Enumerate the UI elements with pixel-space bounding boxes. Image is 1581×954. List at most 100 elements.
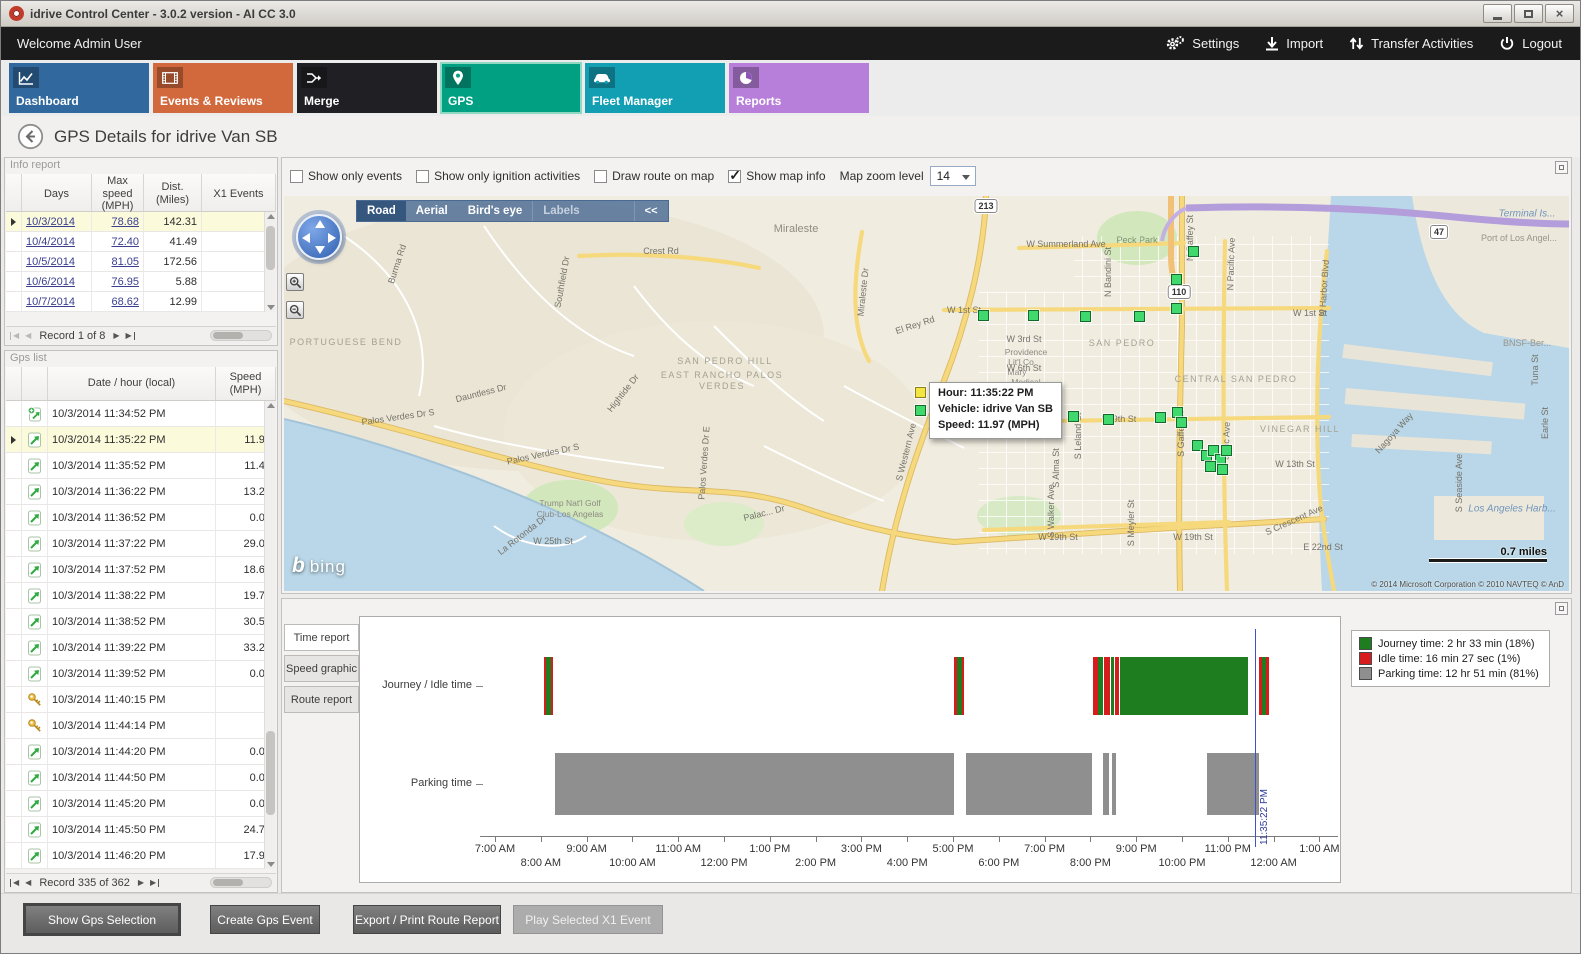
back-button[interactable] <box>17 123 44 150</box>
gps-marker[interactable] <box>1221 445 1232 456</box>
nav-tab-fleet-manager[interactable]: Fleet Manager <box>585 63 725 113</box>
map-canvas[interactable]: Miraleste Peck Park W Summerland Ave Crest … <box>284 196 1569 591</box>
tab-route-report[interactable]: Route report <box>284 686 359 713</box>
gps-marker[interactable] <box>978 310 989 321</box>
info-days-link[interactable]: 10/5/2014 <box>22 252 92 271</box>
checkbox-draw-route-on-map[interactable]: Draw route on map <box>594 169 714 183</box>
map-zoom-select[interactable]: 14 <box>929 166 976 186</box>
gps-marker[interactable] <box>1208 445 1219 456</box>
last-page-button[interactable]: ▶ <box>125 331 135 340</box>
header-cell[interactable]: Date / hour (local) <box>48 367 216 400</box>
gps-list-row[interactable]: 10/3/2014 11:40:15 PM <box>6 687 276 713</box>
table-row[interactable]: 10/3/2014 78.68 142.31 <box>6 212 276 232</box>
gps-list-row[interactable]: 10/3/2014 11:36:52 PM 0.00 <box>6 505 276 531</box>
map-compass-control[interactable] <box>296 214 342 260</box>
nav-tab-merge[interactable]: Merge <box>297 63 437 113</box>
create-gps-event-button[interactable]: Create Gps Event <box>210 905 320 934</box>
checkbox-box[interactable] <box>728 167 742 184</box>
info-days-link[interactable]: 10/7/2014 <box>22 292 92 311</box>
gps-marker[interactable] <box>1103 414 1114 425</box>
table-row[interactable]: 10/5/2014 81.05 172.56 <box>6 252 276 272</box>
gps-list-row[interactable]: 10/3/2014 11:46:20 PM 17.93 <box>6 843 276 869</box>
gps-marker[interactable] <box>915 405 926 416</box>
maximize-button[interactable] <box>1514 4 1543 23</box>
gps-list-row[interactable]: 10/3/2014 11:34:52 PM <box>6 401 276 427</box>
next-page-button[interactable]: ▶ <box>113 330 120 340</box>
info-days-link[interactable]: 10/4/2014 <box>22 232 92 251</box>
prev-record-button[interactable]: ◀ <box>25 877 32 887</box>
zoom-in-button[interactable] <box>286 273 304 291</box>
table-row[interactable]: 10/7/2014 68.62 12.99 <box>6 292 276 312</box>
collapse-map-panel-button[interactable] <box>1555 161 1568 174</box>
tab-time-report[interactable]: Time report <box>284 624 359 651</box>
table-row[interactable]: 10/4/2014 72.40 41.49 <box>6 232 276 252</box>
header-cell[interactable]: Days <box>22 174 92 214</box>
map-style-aerial-button[interactable]: Aerial <box>415 205 448 217</box>
collapse-timeline-panel-button[interactable] <box>1555 602 1568 615</box>
gps-list-row[interactable]: 10/3/2014 11:35:22 PM 11.97 <box>6 427 276 453</box>
gps-marker[interactable] <box>1028 310 1039 321</box>
info-max-speed-link[interactable]: 72.40 <box>92 232 144 251</box>
gps-marker[interactable] <box>1192 440 1203 451</box>
nav-tab-events-reviews[interactable]: Events & Reviews <box>153 63 293 113</box>
gps-marker[interactable] <box>1188 246 1199 257</box>
gps-list-row[interactable]: 10/3/2014 11:45:50 PM 24.75 <box>6 817 276 843</box>
gps-list-row[interactable]: 10/3/2014 11:39:22 PM 33.21 <box>6 635 276 661</box>
gps-list-row[interactable]: 10/3/2014 11:37:52 PM 18.63 <box>6 557 276 583</box>
gps-list-row[interactable]: 10/3/2014 11:37:22 PM 29.05 <box>6 531 276 557</box>
checkbox-box[interactable] <box>594 169 608 183</box>
last-record-button[interactable]: ▶ <box>149 878 160 887</box>
nav-tab-reports[interactable]: Reports <box>729 63 869 113</box>
gps-marker[interactable] <box>1068 411 1079 422</box>
gps-marker[interactable] <box>1171 303 1182 314</box>
gps-list-row[interactable]: 10/3/2014 11:35:52 PM 11.47 <box>6 453 276 479</box>
gps-list-row[interactable]: 10/3/2014 11:38:22 PM 19.70 <box>6 583 276 609</box>
menu-action-transfer[interactable]: Transfer Activities <box>1349 36 1473 51</box>
gps-marker[interactable] <box>1205 461 1216 472</box>
first-page-button[interactable]: ◀ <box>10 331 20 340</box>
gps-marker[interactable] <box>1171 274 1182 285</box>
map-style-bird-s-eye-button[interactable]: Bird's eye <box>467 205 523 217</box>
header-cell[interactable]: Speed (MPH) <box>216 367 276 400</box>
gps-marker[interactable] <box>1217 464 1228 475</box>
next-record-button[interactable]: ▶ <box>137 877 144 887</box>
prev-page-button[interactable]: ◀ <box>25 330 32 340</box>
info-max-speed-link[interactable]: 78.68 <box>92 212 144 231</box>
nav-tab-dashboard[interactable]: Dashboard <box>9 63 149 113</box>
tab-speed-graphic[interactable]: Speed graphic <box>284 655 359 682</box>
menu-action-logout[interactable]: Logout <box>1499 36 1562 52</box>
info-report-scrollbar[interactable] <box>264 212 276 312</box>
gps-list-row[interactable]: 10/3/2014 11:45:20 PM 0.00 <box>6 791 276 817</box>
checkbox-box[interactable] <box>290 169 303 183</box>
first-record-button[interactable]: ◀ <box>10 878 20 887</box>
gps-marker[interactable] <box>1080 311 1091 322</box>
gps-marker[interactable] <box>1176 417 1187 428</box>
map-style-collapse-button[interactable]: << <box>633 201 668 221</box>
gps-marker[interactable] <box>1155 412 1166 423</box>
export-print-route-report-button[interactable]: Export / Print Route Report <box>353 905 501 934</box>
horizontal-scrollbar[interactable] <box>210 330 272 341</box>
gps-list-row[interactable]: 10/3/2014 11:36:22 PM 13.28 <box>6 479 276 505</box>
gps-list-row[interactable]: 10/3/2014 11:39:52 PM 0.00 <box>6 661 276 687</box>
nav-tab-gps[interactable]: GPS <box>440 62 582 114</box>
selected-gps-marker[interactable] <box>915 387 926 398</box>
checkbox-show-map-info[interactable]: Show map info <box>728 167 826 184</box>
header-cell[interactable]: X1 Events <box>202 174 276 214</box>
zoom-out-button[interactable] <box>286 301 304 319</box>
header-cell[interactable]: Dist. (Miles) <box>144 174 202 214</box>
menu-action-settings[interactable]: Settings <box>1165 35 1239 52</box>
show-gps-selection-button[interactable]: Show Gps Selection <box>25 905 179 934</box>
checkbox-show-only-ignition-activities[interactable]: Show only ignition activities <box>416 169 580 183</box>
info-days-link[interactable]: 10/3/2014 <box>22 212 92 231</box>
gps-list-scrollbar[interactable] <box>264 401 276 869</box>
gps-list-row[interactable]: 10/3/2014 11:38:52 PM 30.55 <box>6 609 276 635</box>
checkbox-box[interactable] <box>416 169 430 183</box>
table-row[interactable]: 10/6/2014 76.95 5.88 <box>6 272 276 292</box>
menu-action-import[interactable]: Import <box>1265 36 1323 51</box>
info-days-link[interactable]: 10/6/2014 <box>22 272 92 291</box>
checkbox-show-only-events[interactable]: Show only events <box>290 169 402 183</box>
gps-list-row[interactable]: 10/3/2014 11:44:20 PM 0.00 <box>6 739 276 765</box>
minimize-button[interactable] <box>1483 4 1512 23</box>
gps-list-row[interactable]: 10/3/2014 11:44:50 PM 0.00 <box>6 765 276 791</box>
gps-list-row[interactable]: 10/3/2014 11:44:14 PM <box>6 713 276 739</box>
